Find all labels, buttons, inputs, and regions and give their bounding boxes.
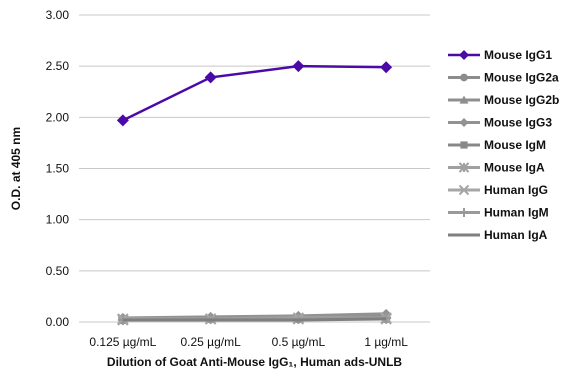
legend-item: Mouse IgM <box>448 138 546 152</box>
legend-label: Human IgA <box>484 228 548 242</box>
data-point <box>292 60 305 73</box>
legend-item: Mouse IgG1 <box>448 48 552 62</box>
legend: Mouse IgG1 Mouse IgG2a Mouse IgG2b Mouse Ig… <box>448 48 559 242</box>
legend-label: Human IgG <box>484 183 548 197</box>
grid <box>79 14 430 323</box>
data-point <box>460 73 468 82</box>
x-tick-label: 0.125 µg/mL <box>89 335 156 349</box>
y-tick-label: 0.00 <box>46 315 70 329</box>
legend-item: Mouse IgA <box>448 161 545 175</box>
data-point <box>459 208 469 217</box>
data-point <box>380 61 393 74</box>
y-tick-label: 0.50 <box>46 264 70 278</box>
legend-label: Human IgM <box>484 206 549 220</box>
legend-item: Mouse IgG2b <box>448 93 559 107</box>
series-line <box>122 317 387 322</box>
data-point <box>459 50 469 60</box>
legend-label: Mouse IgG3 <box>484 116 552 130</box>
x-tick-label: 0.5 µg/mL <box>272 335 326 349</box>
y-tick-label: 1.50 <box>46 162 70 176</box>
data-point <box>460 141 468 149</box>
series <box>116 60 393 326</box>
data-point <box>459 95 469 104</box>
series-mouse-igg1 <box>116 60 393 127</box>
x-tick-label: 1 µg/mL <box>364 335 408 349</box>
legend-label: Mouse IgA <box>484 161 545 175</box>
y-tick-label: 2.50 <box>46 59 70 73</box>
x-axis-ticks: 0.125 µg/mL 0.25 µg/mL 0.5 µg/mL 1 µg/mL <box>89 335 408 349</box>
y-tick-label: 2.00 <box>46 110 70 124</box>
y-axis-ticks: 0.00 0.50 1.00 1.50 2.00 2.50 3.00 <box>46 8 70 329</box>
data-point <box>458 162 470 173</box>
legend-label: Mouse IgM <box>484 138 546 152</box>
legend-label: Mouse IgG2a <box>484 71 559 85</box>
legend-label: Mouse IgG2b <box>484 93 559 107</box>
data-point <box>116 114 129 127</box>
legend-label: Mouse IgG1 <box>484 48 552 62</box>
y-tick-label: 3.00 <box>46 8 70 22</box>
legend-item: Human IgG <box>448 183 548 197</box>
data-point <box>204 71 217 84</box>
legend-item: Human IgM <box>448 206 549 220</box>
series-line <box>122 312 387 320</box>
x-tick-label: 0.25 µg/mL <box>180 335 241 349</box>
series-line <box>122 64 387 122</box>
y-axis-title: O.D. at 405 nm <box>9 127 23 210</box>
legend-item: Mouse IgG3 <box>448 116 552 130</box>
data-point <box>458 184 470 196</box>
data-point <box>459 118 469 127</box>
x-axis-title: Dilution of Goat Anti-Mouse IgG₁, Human … <box>107 355 403 369</box>
legend-item: Human IgA <box>448 228 548 242</box>
y-tick-label: 1.00 <box>46 213 70 227</box>
series-human-iga <box>122 317 387 322</box>
legend-item: Mouse IgG2a <box>448 71 559 85</box>
